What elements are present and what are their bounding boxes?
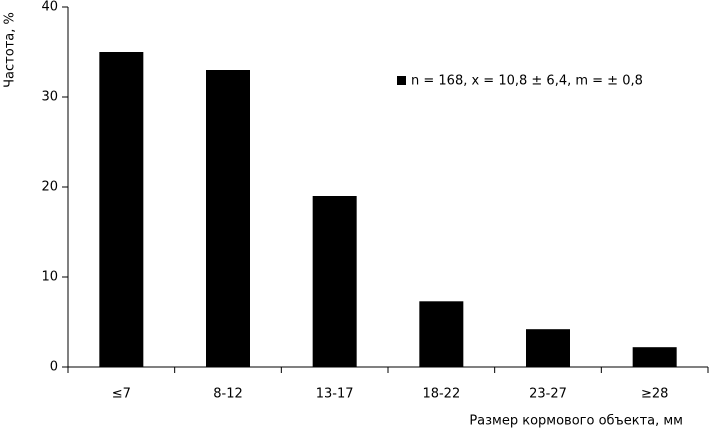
y-tick-label: 10 (41, 270, 58, 285)
legend-label: n = 168, x = 10,8 ± 6,4, m = ± 0,8 (411, 74, 643, 89)
x-tick-label: 23-27 (529, 387, 567, 402)
x-tick-label: 8-12 (213, 387, 243, 402)
bar (99, 52, 144, 367)
x-axis-label: Размер кормового объекта, мм (469, 414, 683, 429)
bar (526, 329, 570, 367)
bar (312, 196, 357, 367)
y-tick-label: 30 (41, 90, 58, 105)
x-tick-label: ≤7 (112, 387, 131, 402)
bar (206, 70, 250, 367)
bar (632, 347, 677, 367)
x-tick-label: 13-17 (316, 387, 354, 402)
bar (419, 301, 464, 367)
x-tick-label: ≥28 (641, 387, 668, 402)
y-tick-label: 0 (50, 360, 58, 375)
x-tick-label: 18-22 (422, 387, 460, 402)
y-tick-label: 40 (41, 0, 58, 15)
y-tick-label: 20 (41, 180, 58, 195)
legend-swatch (397, 76, 406, 85)
y-axis-label: Частота, % (3, 12, 18, 88)
